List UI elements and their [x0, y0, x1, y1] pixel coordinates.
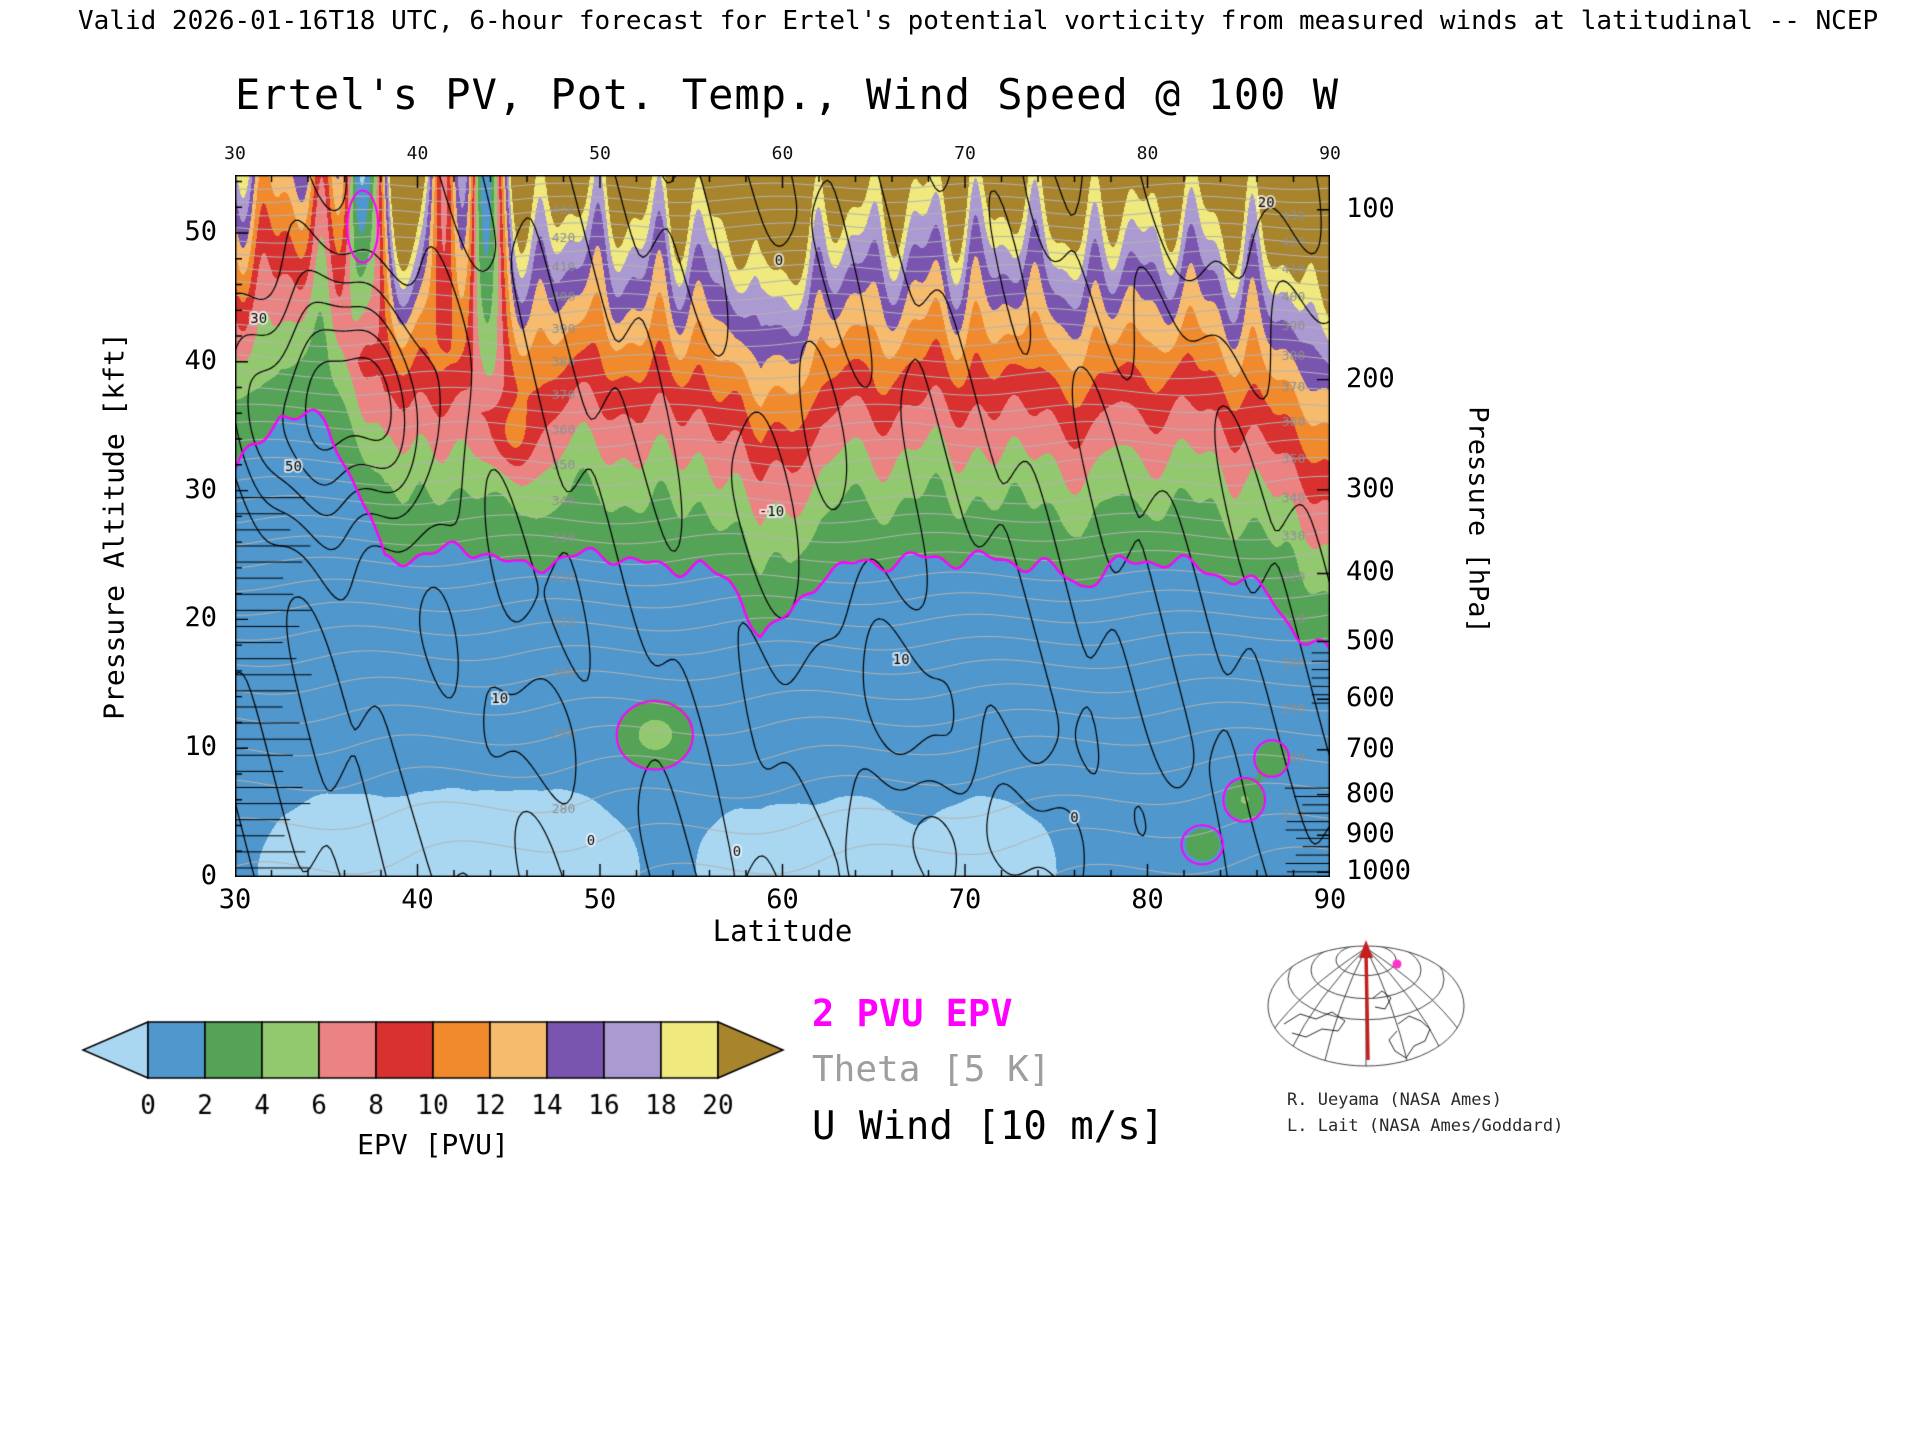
- x-top-tick-label: 60: [771, 143, 794, 164]
- legend-u-wind: U Wind [10 m/s]: [812, 1104, 1165, 1149]
- epv-colorbar: [70, 1012, 830, 1124]
- y-tick-label-hpa: 300: [1346, 472, 1395, 504]
- legend: 2 PVU EPV Theta [5 K] U Wind [10 m/s]: [812, 986, 1164, 1156]
- y-tick-label-hpa: 800: [1346, 777, 1395, 809]
- y-tick-label-hpa: 1000: [1346, 855, 1412, 887]
- x-axis-title: Latitude: [712, 914, 853, 948]
- y-tick-label-hpa: 700: [1346, 732, 1395, 764]
- y-tick-label-hpa: 600: [1346, 682, 1395, 714]
- valid-line: Valid 2026-01-16T18 UTC, 6-hour forecast…: [78, 6, 1879, 36]
- x-top-tick-label: 90: [1319, 143, 1341, 164]
- y-tick-label-kft: 0: [200, 860, 217, 891]
- x-tick-label: 60: [766, 884, 799, 915]
- y-tick-label-hpa: 100: [1346, 192, 1395, 224]
- legend-theta: Theta [5 K]: [812, 1049, 1051, 1090]
- y-tick-label-kft: 30: [184, 473, 217, 505]
- x-tick-label: 90: [1313, 884, 1347, 915]
- y-axis-title-left: Pressure Altitude [kft]: [97, 332, 131, 720]
- y-tick-label-hpa: 400: [1346, 556, 1395, 588]
- x-top-tick-label: 80: [1136, 143, 1159, 164]
- y-tick-label-hpa: 900: [1346, 818, 1395, 850]
- y-tick-label-kft: 10: [184, 731, 217, 763]
- y-tick-label-kft: 50: [184, 215, 217, 247]
- location-inset-map: [1246, 928, 1486, 1078]
- plot-title: Ertel's PV, Pot. Temp., Wind Speed @ 100…: [235, 70, 1340, 119]
- y-tick-label-hpa: 500: [1346, 624, 1395, 656]
- y-tick-label-kft: 40: [184, 344, 217, 376]
- y-tick-label-kft: 20: [184, 602, 217, 634]
- y-tick-label-hpa: 200: [1346, 362, 1395, 394]
- credit-line-2: L. Lait (NASA Ames/Goddard): [1287, 1116, 1564, 1136]
- y-axis-title-right: Pressure [hPa]: [1462, 406, 1494, 634]
- x-top-tick-label: 30: [224, 143, 246, 164]
- x-top-tick-label: 50: [589, 143, 611, 164]
- x-tick-label: 80: [1131, 884, 1164, 915]
- x-tick-label: 40: [401, 884, 434, 915]
- legend-2pvu-epv: 2 PVU EPV: [812, 992, 1013, 1035]
- x-tick-label: 50: [583, 884, 617, 915]
- x-top-tick-label: 70: [954, 143, 976, 164]
- x-tick-label: 70: [948, 884, 982, 915]
- credit-line-1: R. Ueyama (NASA Ames): [1287, 1090, 1502, 1110]
- colorbar-title: EPV [PVU]: [357, 1128, 509, 1161]
- epv-cross-section-canvas: [235, 175, 1330, 877]
- x-tick-label: 30: [218, 884, 252, 915]
- x-top-tick-label: 40: [406, 143, 429, 164]
